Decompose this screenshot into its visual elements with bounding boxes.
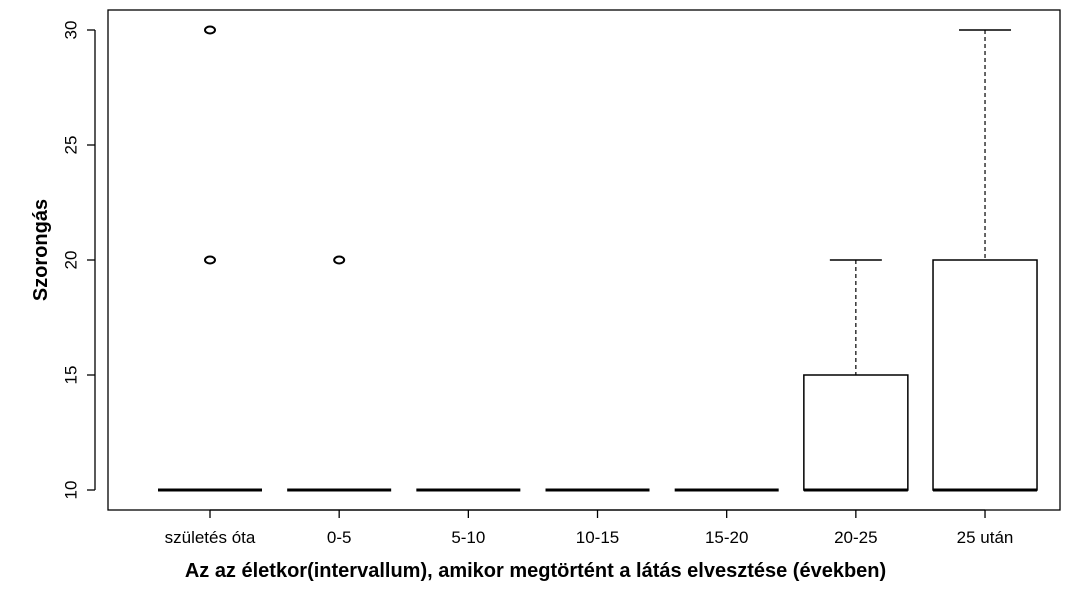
box-group xyxy=(932,29,1038,492)
box-iqr xyxy=(932,259,1038,491)
outlier-point xyxy=(204,255,216,265)
x-tick-label: 25 után xyxy=(957,528,1014,547)
y-axis: 10 15 20 25 30 xyxy=(61,21,96,500)
x-tick-label: 10-15 xyxy=(576,528,619,547)
plot-frame xyxy=(107,9,1061,511)
y-tick-label: 30 xyxy=(61,21,80,40)
x-tick-label: 20-25 xyxy=(834,528,877,547)
box-group xyxy=(803,259,909,492)
y-tick-label: 15 xyxy=(61,366,80,385)
x-axis-title: Az az életkor(intervallum), amikor megtö… xyxy=(184,560,887,582)
x-tick-label: 0-5 xyxy=(327,528,352,547)
x-tick-label: 15-20 xyxy=(705,528,748,547)
y-axis-title: Szorongás xyxy=(30,198,52,302)
x-tick-label: születés óta xyxy=(165,528,256,547)
y-tick-label: 20 xyxy=(61,251,80,270)
x-axis: születés óta 0-5 5-10 10-15 15-20 20-25 25 utá… xyxy=(165,509,1014,547)
outlier-point xyxy=(333,255,346,265)
y-tick-label: 25 xyxy=(61,136,80,155)
y-tick-label: 10 xyxy=(61,481,80,500)
box-iqr xyxy=(803,374,909,491)
box-group xyxy=(158,25,262,492)
outlier-point xyxy=(204,25,216,35)
x-tick-label: 5-10 xyxy=(451,528,485,547)
box-group xyxy=(287,255,392,492)
boxes xyxy=(158,25,1038,492)
